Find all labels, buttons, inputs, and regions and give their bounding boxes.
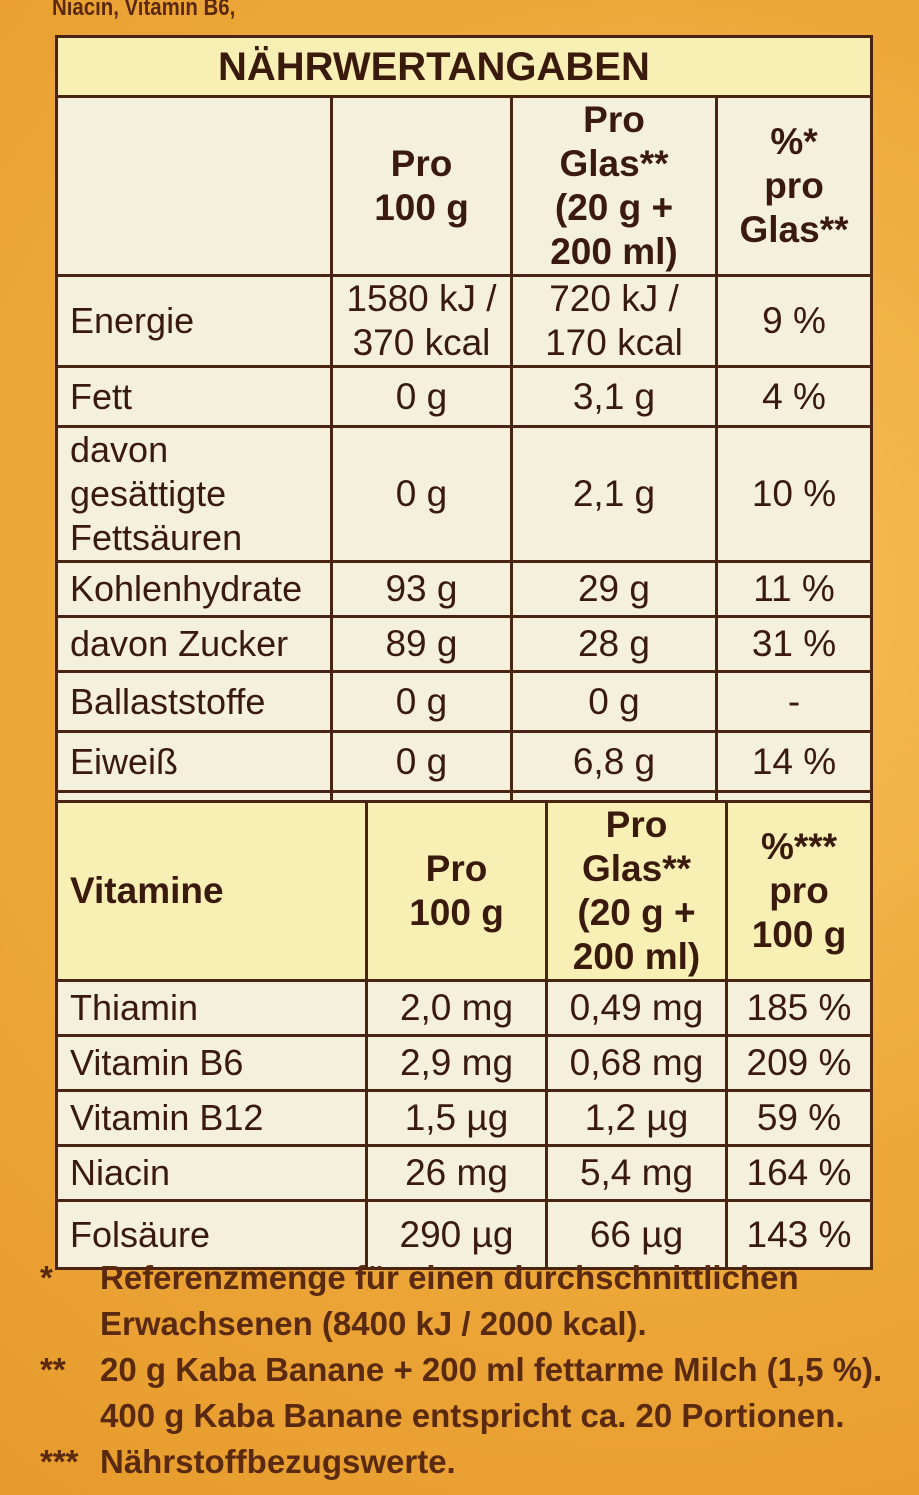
header-cell: Pro 100 g [330,95,513,277]
label-cell: Kohlenhydrate [55,560,333,618]
label-cell: Ballaststoffe [55,670,333,733]
value-cell: 66 µg [545,1199,728,1270]
footnote-mark: ** [40,1351,66,1388]
value-cell: 2,1 g [510,425,718,563]
value-cell: 9 % [714,274,874,368]
value-cell: 4 % [714,365,874,428]
value-cell: 164 % [725,1144,873,1202]
footnote-text: Referenzmenge für einen durchschnittlich… [100,1259,799,1342]
label-cell: Folsäure [55,1199,368,1270]
value-cell: 5,4 mg [545,1144,728,1202]
nutrient-row: Eiweiß 0 g 6,8 g 14 % [55,730,874,793]
value-cell: 28 g [510,615,718,673]
label-cell: Niacin [55,1144,368,1202]
nutrient-row: davon gesättigte Fettsäuren 0 g 2,1 g 10 % [55,425,874,563]
value-cell: 720 kJ / 170 kcal [510,274,718,368]
header-cell: %* pro Glas** [714,95,874,277]
value-cell: 93 g [330,560,513,618]
header-cell: Vitamine [55,800,368,982]
value-cell: 1,5 µg [365,1089,548,1147]
value-cell: 59 % [725,1089,873,1147]
header-cell: Pro 100 g [365,800,548,982]
value-cell: 0,49 mg [545,979,728,1037]
value-cell: 2,9 mg [365,1034,548,1092]
footnote-text: Nährstoffbezugswerte. [100,1443,456,1480]
label-cell: davon Zucker [55,615,333,673]
value-cell: 0 g [510,670,718,733]
value-cell: 10 % [714,425,874,563]
footnote: * Referenzmenge für einen durchschnittlic… [40,1255,900,1347]
vitamin-row: Vitamin B6 2,9 mg 0,68 mg 209 % [55,1034,873,1092]
value-cell: 31 % [714,615,874,673]
value-cell: 1580 kJ / 370 kcal [330,274,513,368]
value-cell: 0 g [330,730,513,793]
value-cell: 3,1 g [510,365,718,428]
vitamin-table: Vitamine Pro 100 g Pro Glas** (20 g + 200 … [55,800,873,1270]
value-cell: 29 g [510,560,718,618]
label-cell: Fett [55,365,333,428]
value-cell: 11 % [714,560,874,618]
vitamin-row: Vitamin B12 1,5 µg 1,2 µg 59 % [55,1089,873,1147]
value-cell: 6,8 g [510,730,718,793]
vitamin-row: Thiamin 2,0 mg 0,49 mg 185 % [55,979,873,1037]
footnotes: * Referenzmenge für einen durchschnittlic… [40,1255,900,1485]
value-cell: 0,68 mg [545,1034,728,1092]
value-cell: 290 µg [365,1199,548,1270]
value-cell: 2,0 mg [365,979,548,1037]
vitamin-row: Niacin 26 mg 5,4 mg 164 % [55,1144,873,1202]
nutrient-row: davon Zucker 89 g 28 g 31 % [55,615,874,673]
footnote-mark: * [40,1259,53,1296]
value-cell: 209 % [725,1034,873,1092]
value-cell: 26 mg [365,1144,548,1202]
footnote-text: 20 g Kaba Banane + 200 ml fettarme Milch… [100,1351,883,1434]
value-cell: 14 % [714,730,874,793]
label-cell: Thiamin [55,979,368,1037]
value-cell: 0 g [330,365,513,428]
label-cell: Energie [55,274,333,368]
value-cell: 185 % [725,979,873,1037]
footnote: ** 20 g Kaba Banane + 200 ml fettarme Mil… [40,1347,900,1439]
label-cell: Vitamin B6 [55,1034,368,1092]
header-row: Vitamine Pro 100 g Pro Glas** (20 g + 200 … [55,800,873,982]
value-cell: 0 g [330,425,513,563]
header-row: Pro 100 g Pro Glas** (20 g + 200 ml) %* pr… [55,95,874,277]
label-cell: davon gesättigte Fettsäuren [55,425,333,563]
footnote-mark: *** [40,1443,79,1480]
value-cell: - [714,670,874,733]
label-cell: Vitamin B12 [55,1089,368,1147]
header-cell: Pro Glas** (20 g + 200 ml) [510,95,718,277]
value-cell: 0 g [330,670,513,733]
label-cell: Eiweiß [55,730,333,793]
top-text: Niacin, Vitamin B6, [52,0,236,21]
nutrient-row: Energie 1580 kJ / 370 kcal 720 kJ / 170 kc… [55,274,874,368]
header-cell: Pro Glas** (20 g + 200 ml) [545,800,728,982]
vitamin-row: Folsäure 290 µg 66 µg 143 % [55,1199,873,1270]
value-cell: 1,2 µg [545,1089,728,1147]
table-title: NÄHRWERTANGABEN [54,35,874,98]
nutrition-table: NÄHRWERTANGABEN Pro 100 g Pro Glas** (20 … [54,35,874,848]
footnote: *** Nährstoffbezugswerte. [40,1439,900,1485]
value-cell: 143 % [725,1199,873,1270]
header-cell: %*** pro 100 g [725,800,873,982]
header-cell [55,95,333,277]
value-cell: 89 g [330,615,513,673]
nutrient-row: Kohlenhydrate 93 g 29 g 11 % [55,560,874,618]
